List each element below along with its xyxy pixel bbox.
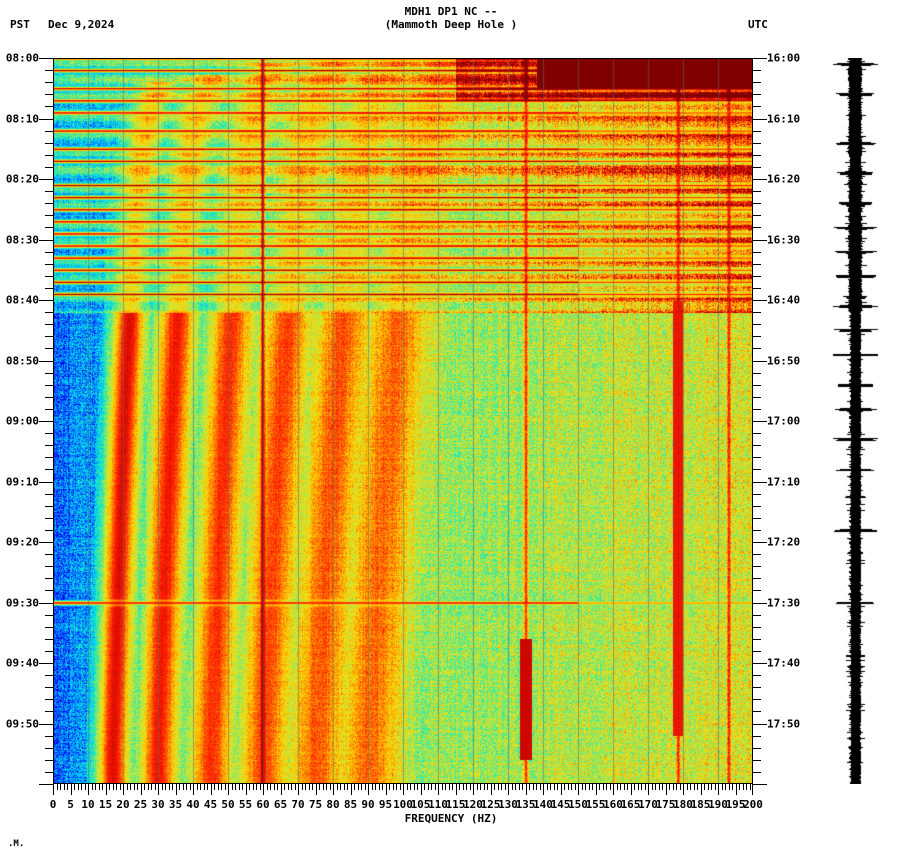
station-subtitle: (Mammoth Deep Hole ) [384, 18, 518, 31]
corner-artifact-mark: .M. [8, 839, 25, 849]
frequency-tick-label: 185 [690, 798, 711, 811]
timezone-left-label: PST [10, 18, 30, 31]
time-tick-label-pst: 08:40 [5, 293, 39, 307]
time-tick-label-pst: 09:30 [5, 596, 39, 609]
frequency-tick-label: 200 [743, 798, 763, 811]
frequency-tick-label: 70 [291, 798, 305, 811]
time-tick-label-pst: 08:20 [5, 172, 39, 186]
frequency-tick-label: 80 [326, 798, 340, 811]
frequency-tick-label: 90 [361, 798, 375, 811]
time-tick-label-utc: 17:40 [767, 656, 801, 670]
frequency-tick-label: 45 [203, 798, 218, 811]
frequency-tick-label: 145 [550, 798, 571, 811]
frequency-tick-label: 95 [378, 798, 393, 811]
time-axis-right-utc: 16:00 16:10 16:20 16:30 16:40 16:50 17:00 17:10… [753, 52, 813, 785]
time-tick-label-pst: 08:10 [5, 112, 39, 125]
frequency-tick-label: 40 [186, 798, 200, 811]
time-tick-label-pst: 09:10 [5, 475, 39, 488]
frequency-tick-label: 5 [67, 798, 74, 811]
frequency-tick-label: 85 [343, 798, 358, 811]
frequency-tick-label: 55 [238, 798, 253, 811]
frequency-axis-labels: 0 5 10 15 20 25 30 35 40 45 50 55 60 65 70 75 80 85 90 95 10… [49, 798, 763, 812]
time-axis-left-pst: 08:00 08:10 08:20 08:30 08:40 08:50 09:00 09:10… [0, 52, 53, 785]
frequency-tick-label: 35 [168, 798, 183, 811]
frequency-tick-label: 150 [568, 798, 588, 811]
frequency-tick-label: 65 [273, 798, 288, 811]
time-tick-label-utc: 16:10 [767, 112, 801, 125]
time-tick-label-utc: 17:00 [767, 414, 801, 428]
time-tick-label-utc: 17:30 [767, 596, 801, 609]
frequency-tick-label: 50 [221, 798, 235, 811]
spectrogram-canvas[interactable] [53, 58, 753, 784]
date-label: Dec 9,2024 [48, 18, 115, 31]
time-tick-label-utc: 17:50 [767, 717, 801, 730]
time-tick-label-utc: 16:50 [767, 354, 801, 367]
time-tick-label-pst: 09:20 [5, 535, 39, 549]
frequency-tick-label: 115 [445, 798, 466, 811]
time-tick-label-utc: 16:00 [767, 51, 801, 65]
frequency-tick-label: 60 [256, 798, 270, 811]
frequency-tick-label: 0 [49, 798, 57, 811]
time-tick-label-pst: 08:30 [5, 233, 39, 246]
time-tick-label-utc: 16:40 [767, 293, 801, 307]
time-tick-label-utc: 16:30 [767, 233, 801, 246]
frequency-tick-label: 160 [603, 798, 623, 811]
frequency-tick-label: 180 [673, 798, 693, 811]
time-tick-label-pst: 09:00 [5, 414, 39, 428]
time-tick-label-utc: 17:10 [767, 475, 801, 488]
frequency-tick-label: 100 [393, 798, 413, 811]
frequency-tick-label: 75 [308, 798, 323, 811]
frequency-axis-ticks [53, 784, 753, 796]
frequency-tick-label: 20 [116, 798, 130, 811]
frequency-tick-label: 155 [585, 798, 606, 811]
frequency-tick-label: 105 [410, 798, 431, 811]
spectrogram-plot[interactable] [53, 58, 753, 784]
seismogram-trace-panel[interactable] [815, 58, 902, 784]
seismogram-trace-canvas [815, 58, 902, 784]
frequency-tick-label: 165 [620, 798, 641, 811]
frequency-tick-label: 195 [725, 798, 746, 811]
frequency-tick-label: 190 [708, 798, 728, 811]
time-tick-label-utc: 17:20 [767, 535, 801, 549]
time-tick-label-pst: 09:50 [5, 717, 39, 730]
frequency-tick-label: 130 [498, 798, 518, 811]
frequency-tick-label: 25 [133, 798, 148, 811]
frequency-tick-label: 30 [151, 798, 165, 811]
frequency-tick-label: 170 [638, 798, 658, 811]
time-tick-label-pst: 09:40 [5, 656, 39, 670]
frequency-tick-label: 120 [463, 798, 483, 811]
frequency-tick-label: 125 [480, 798, 501, 811]
frequency-tick-label: 10 [81, 798, 95, 811]
time-tick-label-pst: 08:50 [5, 354, 39, 367]
frequency-tick-label: 15 [98, 798, 113, 811]
frequency-tick-label: 175 [655, 798, 676, 811]
frequency-tick-label: 140 [533, 798, 553, 811]
frequency-tick-label: 135 [515, 798, 536, 811]
time-tick-label-utc: 16:20 [767, 172, 801, 186]
time-tick-label-pst: 08:00 [5, 51, 39, 65]
station-title: MDH1 DP1 NC -- [404, 5, 498, 18]
timezone-right-label: UTC [748, 18, 768, 31]
frequency-tick-label: 110 [428, 798, 448, 811]
frequency-axis-title: FREQUENCY (HZ) [404, 812, 498, 825]
